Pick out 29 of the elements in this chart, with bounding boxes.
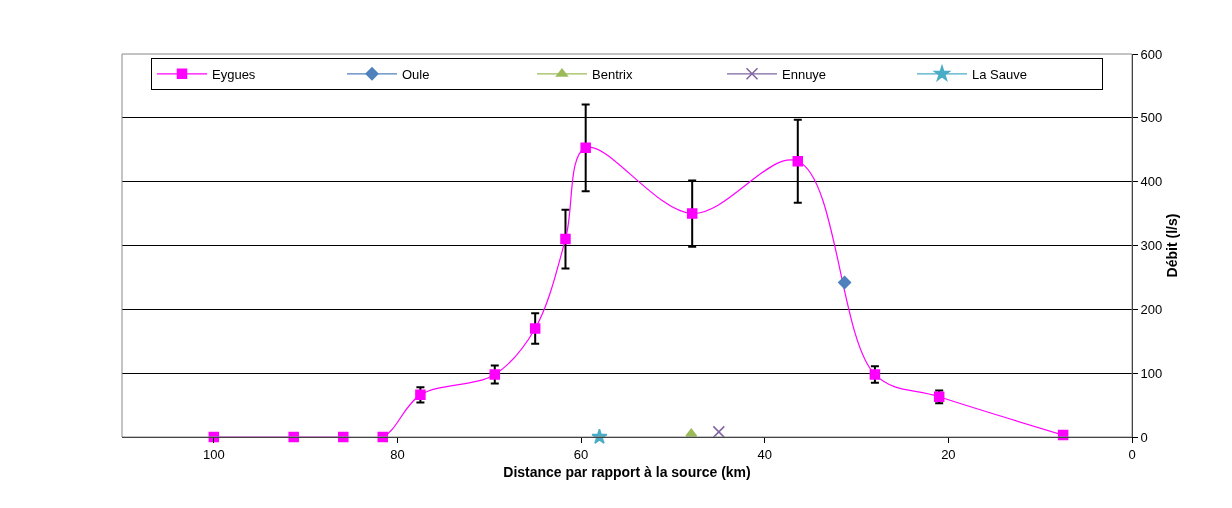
x-tick-label: 20 — [941, 446, 956, 462]
y-tick-label: 300 — [1140, 238, 1163, 254]
point — [838, 275, 852, 290]
legend-label: Oule — [402, 66, 430, 82]
point — [580, 142, 591, 154]
y-tick-label: 600 — [1140, 46, 1163, 62]
y-tick-label: 500 — [1140, 110, 1163, 126]
point — [489, 369, 501, 380]
point — [686, 208, 698, 219]
legend-label: Ennuye — [782, 66, 827, 82]
x-axis-title: Distance par rapport à la source (km) — [503, 463, 751, 480]
y-tick-label: 200 — [1140, 301, 1163, 317]
y-tick-label: 400 — [1140, 174, 1163, 190]
y-axis-title: Débit (l/s) — [1164, 213, 1181, 278]
x-tick-label: 60 — [573, 446, 589, 462]
point — [869, 369, 881, 380]
x-tick-label: 100 — [202, 446, 225, 462]
x-tick-label: 80 — [390, 446, 405, 462]
y-tick-label: 100 — [1140, 365, 1163, 381]
legend-label: La Sauve — [972, 66, 1027, 82]
point — [792, 155, 804, 167]
x-tick-label: 40 — [757, 446, 772, 462]
point — [560, 233, 571, 245]
legend-label: Eygues — [212, 66, 256, 82]
legend-label: Bentrix — [592, 66, 633, 82]
y-tick-label: 0 — [1140, 429, 1148, 445]
x-tick-label: 0 — [1128, 446, 1136, 462]
point — [712, 425, 726, 439]
point — [529, 323, 541, 334]
